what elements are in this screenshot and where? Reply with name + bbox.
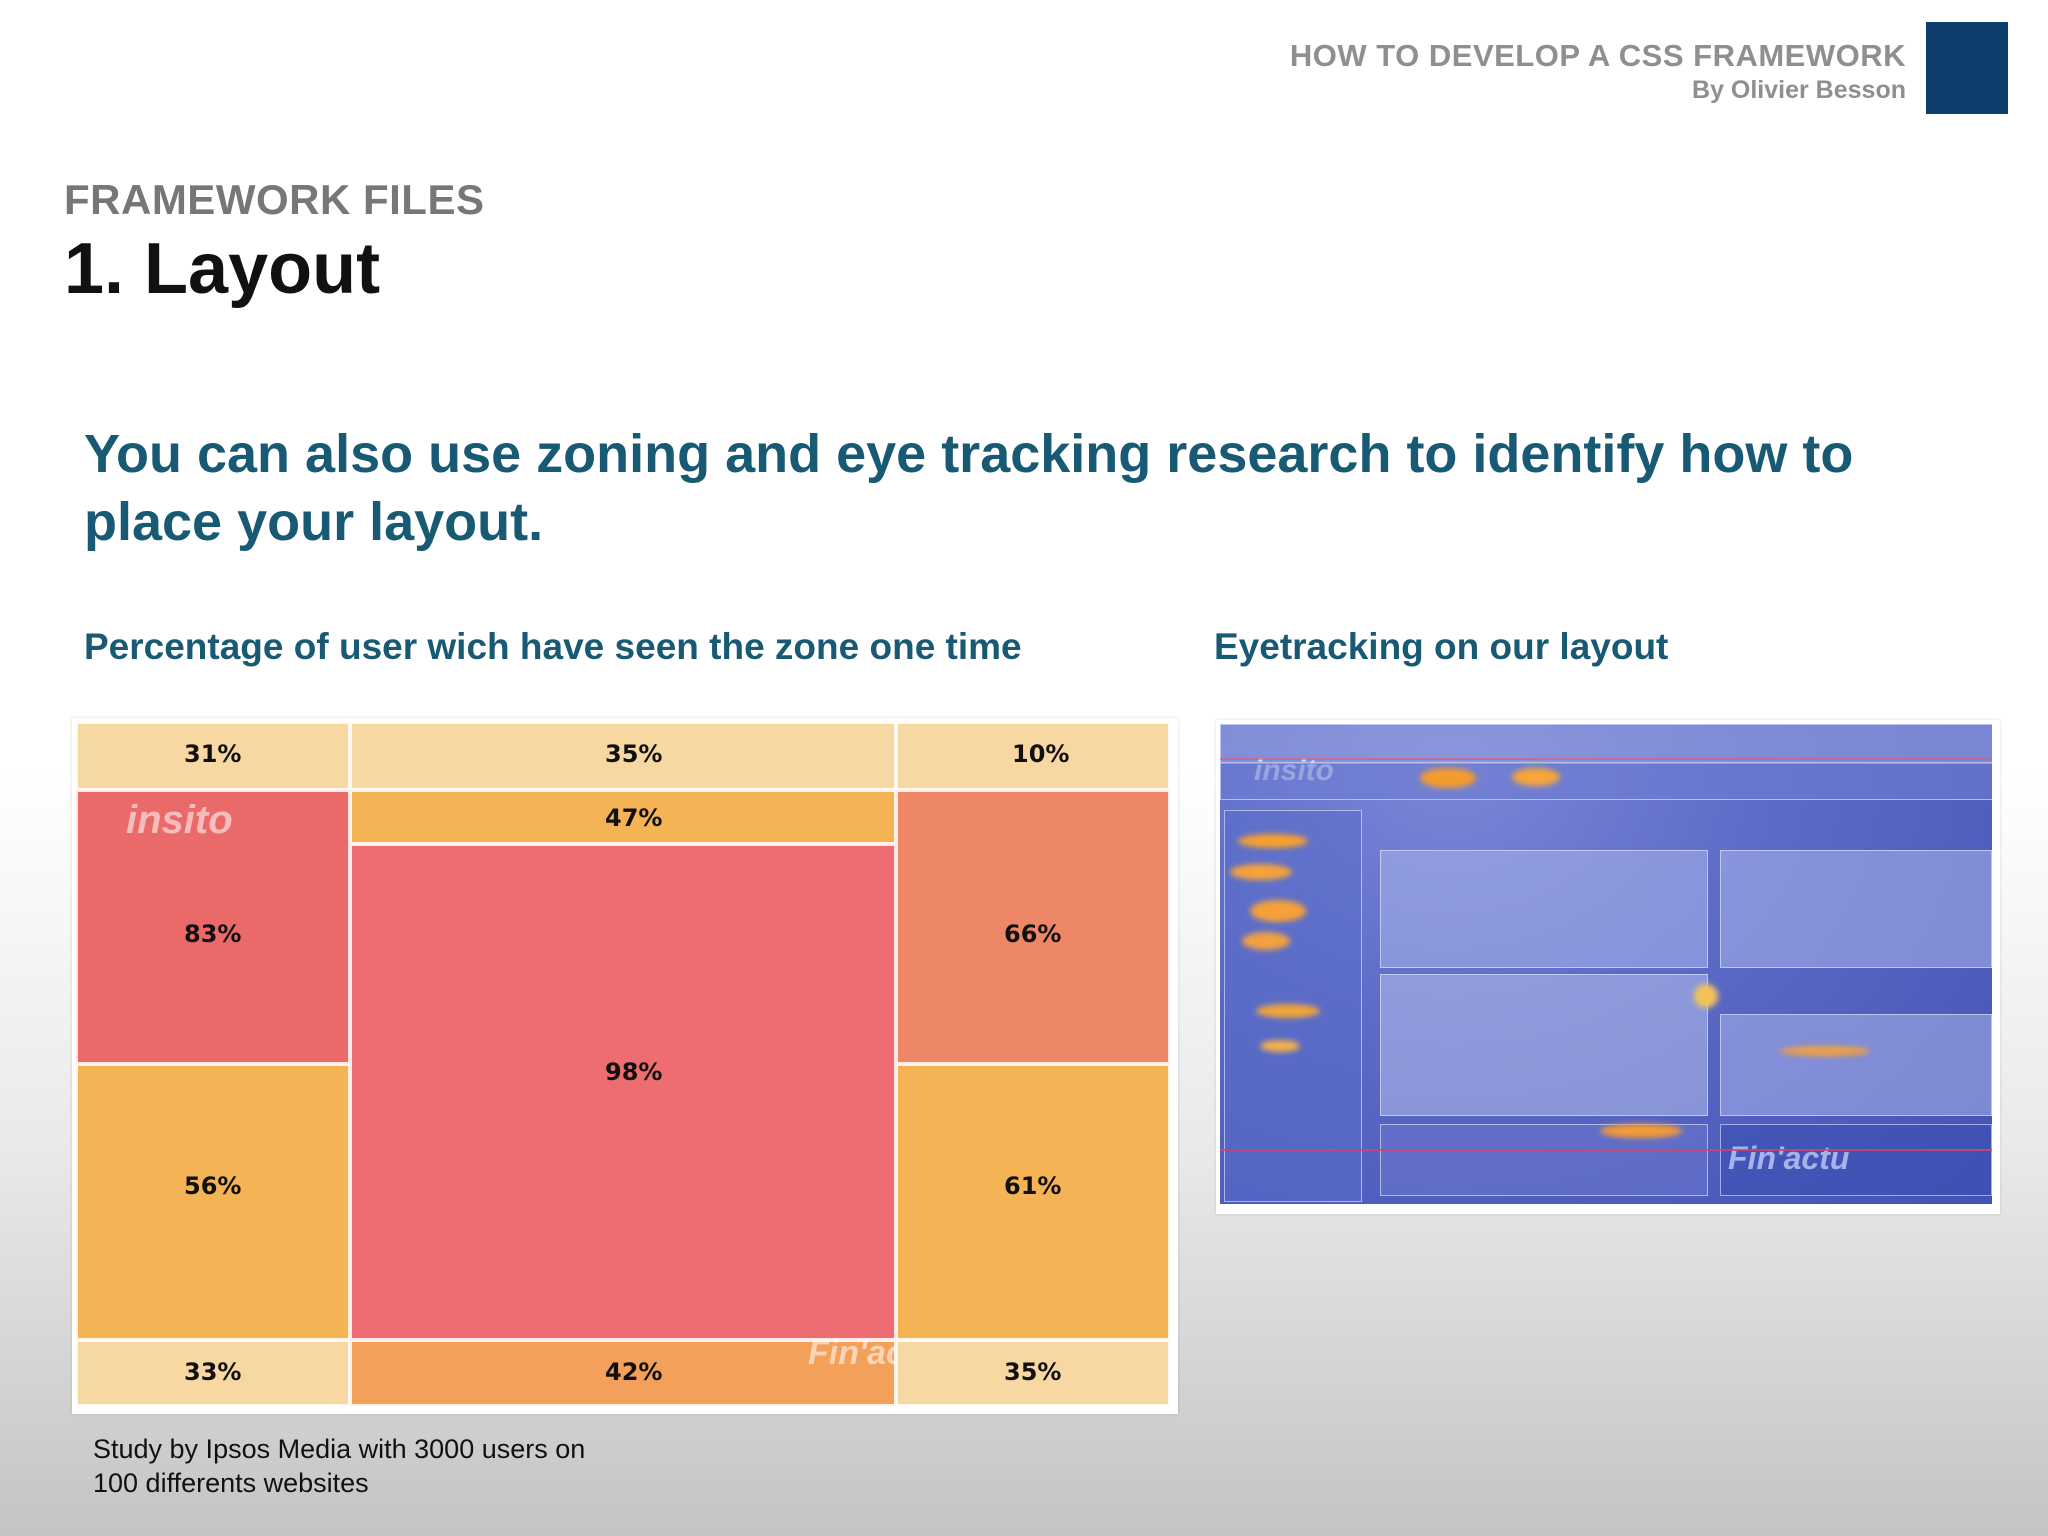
zone-mid-left: insito 83% [76,790,350,1064]
zone-top-right: 10% [896,722,1170,790]
study-note: Study by Ipsos Media with 3000 users on … [93,1432,585,1500]
eye-chart-panel [1380,974,1708,1116]
deck-author: By Olivier Besson [1692,76,1906,104]
eye-hotspot [1238,834,1308,848]
study-note-line: Study by Ipsos Media with 3000 users on [93,1434,586,1464]
eye-right-panel [1720,850,1992,968]
zone-percent: 42% [605,1358,663,1386]
eye-hotspot [1694,984,1718,1008]
eye-hotspot [1420,768,1476,788]
zone-percent: 56% [184,1172,242,1200]
deck-title: HOW TO DEVELOP A CSS FRAMEWORK [1289,38,1906,73]
eye-scan-line [1220,1149,1992,1151]
eye-hotspot [1780,1046,1870,1056]
zone-top-center: 35% [350,722,896,790]
zone-bottom-right: 35% [896,1340,1170,1406]
zone-percent: 47% [605,804,663,832]
eye-footer-ghost: Fin'actu [1728,1140,1850,1176]
zone-lower-right: 61% [896,1064,1170,1340]
zone-percent: 83% [184,920,242,948]
study-note-line: 100 differents websites [93,1468,369,1498]
eyetracking-caption: Eyetracking on our layout [1214,626,1669,667]
eye-center-panel [1380,850,1708,968]
zone-center: 98% [350,844,896,1340]
eyetracking-image: insito Fin'actu [1220,724,1992,1204]
zoning-image: 31% 35% 10% 47% insito 83% 98% 66% 56% [76,722,1170,1406]
zone-percent: 10% [1012,740,1070,768]
eye-footer-panel [1720,1124,1992,1196]
zoning-caption: Percentage of user wich have seen the zo… [84,626,1022,667]
lead-text: You can also use zoning and eye tracking… [84,424,1854,552]
zone-percent: 35% [605,740,663,768]
zone-percent: 66% [1004,920,1062,948]
eye-header-bar [1220,724,1992,764]
zone-percent: 31% [184,740,242,768]
eye-hotspot [1512,768,1560,786]
zone-mid-right: 66% [896,790,1170,1064]
zone-lower-left: 56% [76,1064,350,1340]
zone-top-left: 31% [76,722,350,790]
eye-hotspot [1256,1004,1320,1018]
eye-hotspot [1242,932,1290,950]
eye-hotspot [1600,1124,1682,1138]
brand-ghost: insito [126,798,233,842]
zone-bottom-center: 42% Fin'actu [350,1334,937,1406]
zone-percent: 35% [1004,1358,1062,1386]
eyetracking-figure: insito Fin'actu [1216,720,2000,1214]
zoning-figure: 31% 35% 10% 47% insito 83% 98% 66% 56% [72,718,1178,1414]
slide-title: 1. Layout [64,229,381,309]
eye-hotspot [1250,900,1306,922]
brand-square [1926,22,2008,114]
eye-hotspot [1230,864,1292,880]
eye-nav-bar [1220,762,1992,800]
section-label: FRAMEWORK FILES [64,176,485,223]
zone-percent: 33% [184,1358,242,1386]
eye-hotspot [1260,1040,1300,1052]
zone-percent: 61% [1004,1172,1062,1200]
zone-percent: 98% [605,1058,663,1086]
zone-nav-center: 47% [350,790,896,844]
eye-messages-panel [1720,1014,1992,1116]
eye-scan-line [1220,758,1992,760]
zone-bottom-left: 33% [76,1340,350,1406]
